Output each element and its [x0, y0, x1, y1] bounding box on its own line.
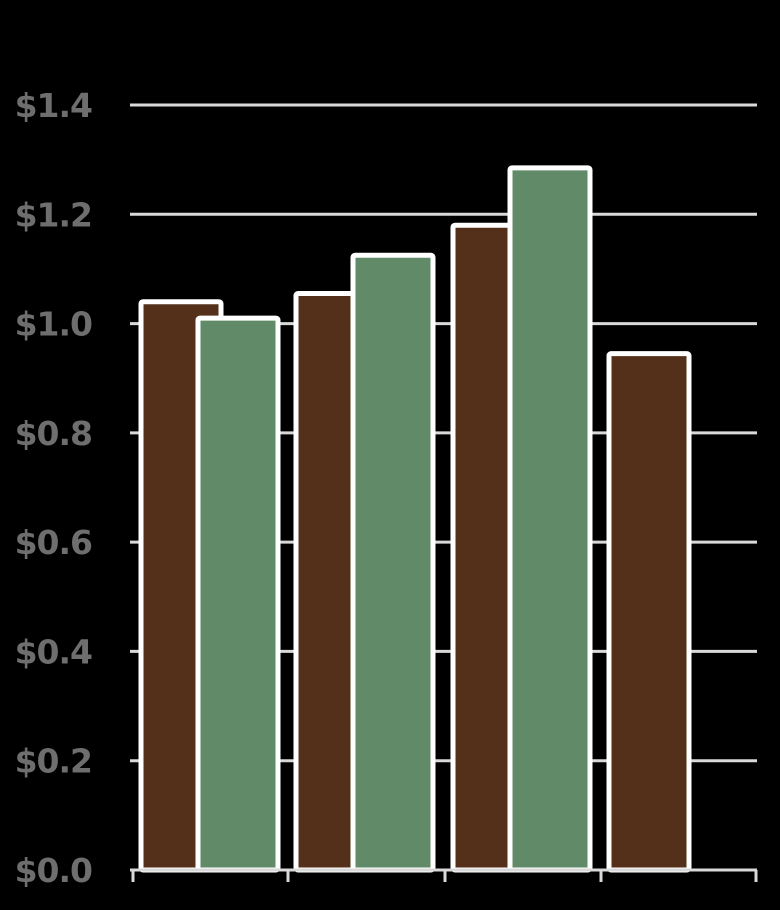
bars [138, 165, 692, 873]
x-axis [130, 868, 758, 882]
y-axis-tick-labels: $0.0 $0.2 $0.4 $0.6 $0.8 $1.0 $1.2 $1.4 [15, 86, 93, 890]
bar [350, 252, 436, 873]
bar [195, 315, 281, 873]
y-tick-label: $0.4 [15, 632, 92, 671]
bar [507, 165, 593, 873]
y-tick-label: $1.0 [15, 305, 92, 344]
y-tick-label: $1.4 [15, 86, 92, 125]
y-tick-label: $0.6 [15, 523, 92, 562]
bar [606, 351, 692, 873]
y-tick-label: $0.2 [15, 742, 92, 781]
y-tick-label: $1.2 [15, 195, 92, 234]
y-tick-label: $0.0 [15, 851, 92, 890]
y-tick-label: $0.8 [15, 414, 92, 453]
